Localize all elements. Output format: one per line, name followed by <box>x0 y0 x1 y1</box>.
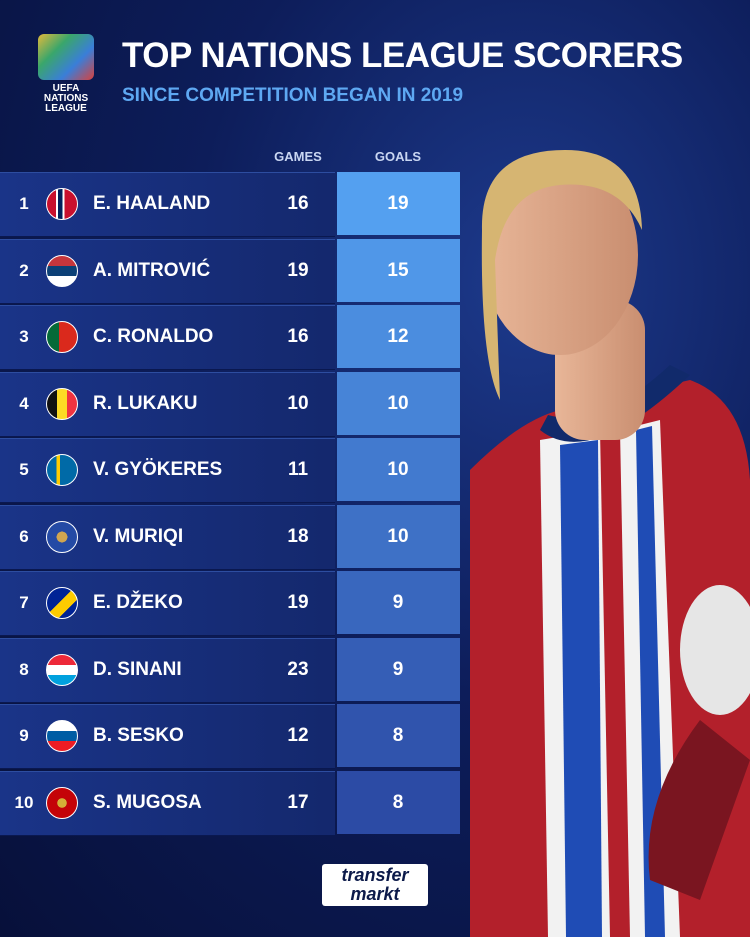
flag <box>46 387 78 420</box>
flag <box>46 254 78 287</box>
logo-text: UEFA NATIONS LEAGUE <box>38 84 94 114</box>
goals: 10 <box>387 459 409 480</box>
goals: 9 <box>392 658 404 680</box>
rank: 10 <box>14 792 34 812</box>
games: 19 <box>287 259 309 281</box>
player-name: E. DŽEKO <box>93 592 183 613</box>
logo-icon <box>38 34 94 80</box>
goals-cell <box>337 238 460 302</box>
goals: 15 <box>387 259 409 281</box>
games: 10 <box>287 392 309 414</box>
player-name: S. MUGOSA <box>93 791 202 813</box>
player-name: C. RONALDO <box>93 326 214 347</box>
flag <box>46 587 78 619</box>
brand-line: transfer <box>341 865 409 885</box>
games: 12 <box>287 725 309 746</box>
goals-cell <box>337 438 460 501</box>
games: 16 <box>287 326 309 347</box>
column-header: GAMES <box>274 149 322 164</box>
player-name: D. SINANI <box>93 658 182 680</box>
subtitle: SINCE COMPETITION BEGAN IN 2019 <box>122 85 464 106</box>
games: 16 <box>287 193 309 214</box>
games: 23 <box>287 658 309 680</box>
goals-cell <box>337 637 460 701</box>
player-name: A. MITROVIĆ <box>93 259 211 281</box>
flag <box>46 653 78 686</box>
games: 17 <box>287 791 309 813</box>
row-background <box>0 172 335 237</box>
player-name: B. SESKO <box>93 725 184 746</box>
title: TOP NATIONS LEAGUE SCORERS <box>122 36 683 75</box>
rank: 6 <box>19 526 29 546</box>
goals-cell <box>337 172 460 235</box>
rank: 8 <box>19 659 29 679</box>
games: 18 <box>287 525 309 547</box>
goals: 10 <box>387 525 409 547</box>
goals-cell <box>337 371 460 435</box>
logo-line: NATIONS <box>43 93 89 104</box>
goals: 10 <box>387 392 409 414</box>
player-name: V. GYÖKERES <box>93 459 223 480</box>
rank: 2 <box>19 260 29 280</box>
rank: 1 <box>19 194 29 213</box>
goals: 19 <box>387 193 409 214</box>
flag <box>46 188 78 220</box>
player-name: R. LUKAKU <box>93 392 198 414</box>
games: 19 <box>287 592 309 613</box>
goals: 9 <box>392 592 404 613</box>
goals-cell <box>337 504 460 568</box>
goals-cell <box>337 770 460 834</box>
flag <box>46 720 78 752</box>
logo-line: LEAGUE <box>45 103 87 114</box>
brand-logo: transfer markt <box>322 864 428 906</box>
flag <box>46 454 78 486</box>
goals-cell <box>337 704 460 767</box>
flag <box>46 321 78 353</box>
goals: 12 <box>387 326 409 347</box>
flag <box>46 786 78 819</box>
goals-cell <box>337 305 460 368</box>
goals: 8 <box>392 791 404 813</box>
flag <box>46 520 78 553</box>
brand-line: markt <box>350 884 400 904</box>
column-header: GOALS <box>374 149 422 164</box>
rank: 5 <box>19 460 29 479</box>
rank: 9 <box>19 726 29 745</box>
player-name: E. HAALAND <box>93 193 211 214</box>
logo-line: UEFA <box>52 83 80 94</box>
player-name: V. MURIQI <box>93 525 184 547</box>
rank: 4 <box>19 393 29 413</box>
rank: 3 <box>19 327 29 346</box>
games: 11 <box>287 459 309 480</box>
rank: 7 <box>19 593 29 612</box>
goals: 8 <box>392 725 404 746</box>
goals-cell <box>337 571 460 634</box>
